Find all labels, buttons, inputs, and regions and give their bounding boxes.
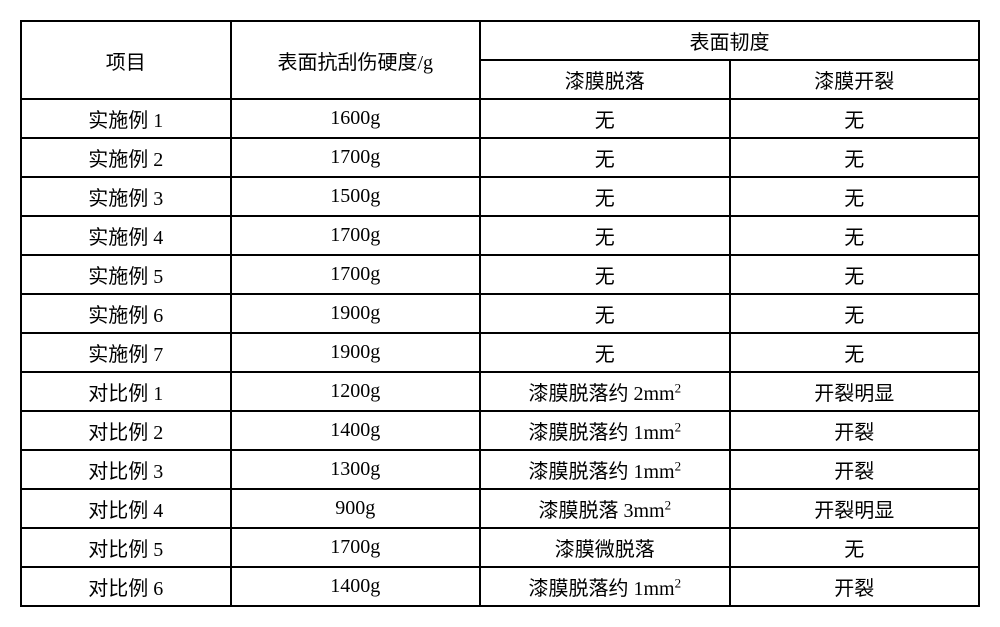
cell-cracking: 无: [730, 177, 979, 216]
table-row: 对比例 31300g漆膜脱落约 1mm2开裂: [21, 450, 979, 489]
header-hardness: 表面抗刮伤硬度/g: [231, 21, 481, 99]
table-row: 对比例 51700g漆膜微脱落无: [21, 528, 979, 567]
cell-peeling: 漆膜脱落约 1mm2: [480, 450, 730, 489]
cell-cracking: 无: [730, 333, 979, 372]
cell-cracking: 无: [730, 528, 979, 567]
cell-hardness: 1200g: [231, 372, 481, 411]
cell-item: 实施例 2: [21, 138, 231, 177]
table-body: 实施例 11600g无无实施例 21700g无无实施例 31500g无无实施例 …: [21, 99, 979, 606]
cell-hardness: 1700g: [231, 138, 481, 177]
cell-peeling: 无: [480, 138, 730, 177]
cell-hardness: 1700g: [231, 255, 481, 294]
table-row: 实施例 31500g无无: [21, 177, 979, 216]
cell-cracking: 无: [730, 216, 979, 255]
header-peeling: 漆膜脱落: [480, 60, 730, 99]
cell-cracking: 无: [730, 138, 979, 177]
table-row: 实施例 11600g无无: [21, 99, 979, 138]
cell-hardness: 1300g: [231, 450, 481, 489]
table-row: 对比例 21400g漆膜脱落约 1mm2开裂: [21, 411, 979, 450]
cell-item: 实施例 7: [21, 333, 231, 372]
cell-item: 实施例 6: [21, 294, 231, 333]
cell-peeling: 漆膜脱落约 1mm2: [480, 567, 730, 606]
cell-peeling: 漆膜脱落约 2mm2: [480, 372, 730, 411]
header-item: 项目: [21, 21, 231, 99]
table-row: 实施例 61900g无无: [21, 294, 979, 333]
cell-hardness: 1700g: [231, 528, 481, 567]
cell-hardness: 1900g: [231, 294, 481, 333]
table-row: 实施例 21700g无无: [21, 138, 979, 177]
cell-cracking: 开裂: [730, 411, 979, 450]
cell-item: 对比例 2: [21, 411, 231, 450]
cell-item: 对比例 3: [21, 450, 231, 489]
cell-peeling: 漆膜微脱落: [480, 528, 730, 567]
data-table: 项目 表面抗刮伤硬度/g 表面韧度 漆膜脱落 漆膜开裂 实施例 11600g无无…: [20, 20, 980, 607]
cell-hardness: 1900g: [231, 333, 481, 372]
cell-cracking: 开裂: [730, 567, 979, 606]
cell-hardness: 1400g: [231, 567, 481, 606]
cell-cracking: 无: [730, 294, 979, 333]
cell-cracking: 开裂明显: [730, 489, 979, 528]
table-row: 对比例 11200g漆膜脱落约 2mm2开裂明显: [21, 372, 979, 411]
table-row: 实施例 51700g无无: [21, 255, 979, 294]
header-row-1: 项目 表面抗刮伤硬度/g 表面韧度: [21, 21, 979, 60]
cell-item: 实施例 1: [21, 99, 231, 138]
cell-hardness: 900g: [231, 489, 481, 528]
table-row: 实施例 41700g无无: [21, 216, 979, 255]
cell-peeling: 无: [480, 255, 730, 294]
table-row: 实施例 71900g无无: [21, 333, 979, 372]
cell-item: 对比例 6: [21, 567, 231, 606]
cell-cracking: 开裂明显: [730, 372, 979, 411]
header-cracking: 漆膜开裂: [730, 60, 979, 99]
table-row: 对比例 61400g漆膜脱落约 1mm2开裂: [21, 567, 979, 606]
cell-item: 对比例 5: [21, 528, 231, 567]
table-header: 项目 表面抗刮伤硬度/g 表面韧度 漆膜脱落 漆膜开裂: [21, 21, 979, 99]
cell-peeling: 漆膜脱落约 1mm2: [480, 411, 730, 450]
cell-item: 实施例 5: [21, 255, 231, 294]
cell-hardness: 1600g: [231, 99, 481, 138]
cell-peeling: 无: [480, 177, 730, 216]
cell-item: 对比例 4: [21, 489, 231, 528]
cell-peeling: 无: [480, 333, 730, 372]
cell-cracking: 无: [730, 255, 979, 294]
header-toughness: 表面韧度: [480, 21, 979, 60]
cell-peeling: 漆膜脱落 3mm2: [480, 489, 730, 528]
cell-item: 实施例 3: [21, 177, 231, 216]
table-row: 对比例 4900g漆膜脱落 3mm2开裂明显: [21, 489, 979, 528]
cell-cracking: 无: [730, 99, 979, 138]
cell-hardness: 1700g: [231, 216, 481, 255]
cell-hardness: 1500g: [231, 177, 481, 216]
cell-peeling: 无: [480, 216, 730, 255]
cell-peeling: 无: [480, 99, 730, 138]
cell-hardness: 1400g: [231, 411, 481, 450]
cell-cracking: 开裂: [730, 450, 979, 489]
cell-peeling: 无: [480, 294, 730, 333]
cell-item: 对比例 1: [21, 372, 231, 411]
cell-item: 实施例 4: [21, 216, 231, 255]
